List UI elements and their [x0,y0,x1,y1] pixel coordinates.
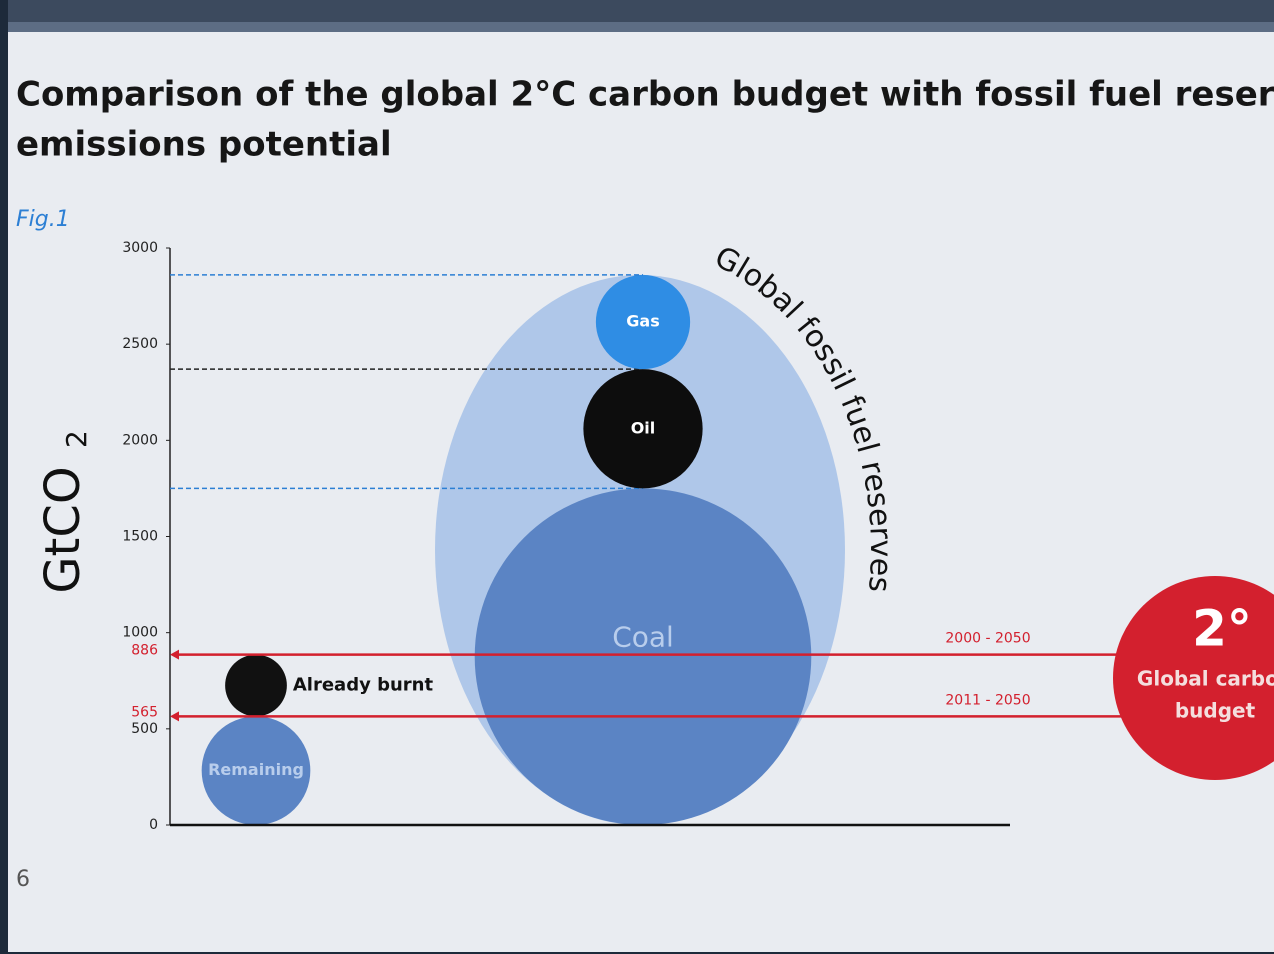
bubble-label: Gas [626,312,659,331]
budget-circle-text: Global carbon [1137,667,1274,691]
bubble-label: Oil [631,418,656,437]
budget-tick-label: 886 [131,643,158,659]
y-tick-label: 2500 [122,336,158,352]
budget-arrow [170,649,179,660]
bubble-label: Already burnt [293,674,434,695]
y-tick-label: 1500 [122,529,158,545]
y-tick-label: 3000 [122,240,158,256]
y-label-subscript: 2 [60,430,93,448]
y-tick-label: 500 [131,721,158,737]
bubble-label: Coal [612,620,674,653]
budget-period-label: 2011 - 2050 [945,692,1030,708]
toolbar-edge [8,22,1274,32]
budget-arrow [170,711,179,722]
y-tick-label: 2000 [122,432,158,448]
page-number: 6 [16,867,30,892]
chart-title-line2: emissions potential [16,125,392,165]
bubble [201,716,311,825]
budget-circle-title: 2° [1192,600,1252,658]
y-tick-label: 1000 [122,625,158,641]
budget-period-label: 2000 - 2050 [945,631,1030,647]
bubble [583,369,703,489]
figure-label: Fig.1 [16,207,70,232]
y-label: GtCO [35,466,91,593]
bubble [225,654,287,717]
toolbar [8,0,1274,22]
chart-title: Comparison of the global 2°C carbon budg… [16,75,1274,115]
bubble [595,274,691,370]
y-tick-label: 0 [149,817,158,833]
budget-circle [1113,576,1274,780]
bubble [474,488,812,825]
budget-tick-label: 565 [131,704,158,720]
budget-circle-text: budget [1175,699,1256,723]
y-axis-label: GtCO 2 [35,430,93,593]
bubble-label: Remaining [208,760,304,779]
